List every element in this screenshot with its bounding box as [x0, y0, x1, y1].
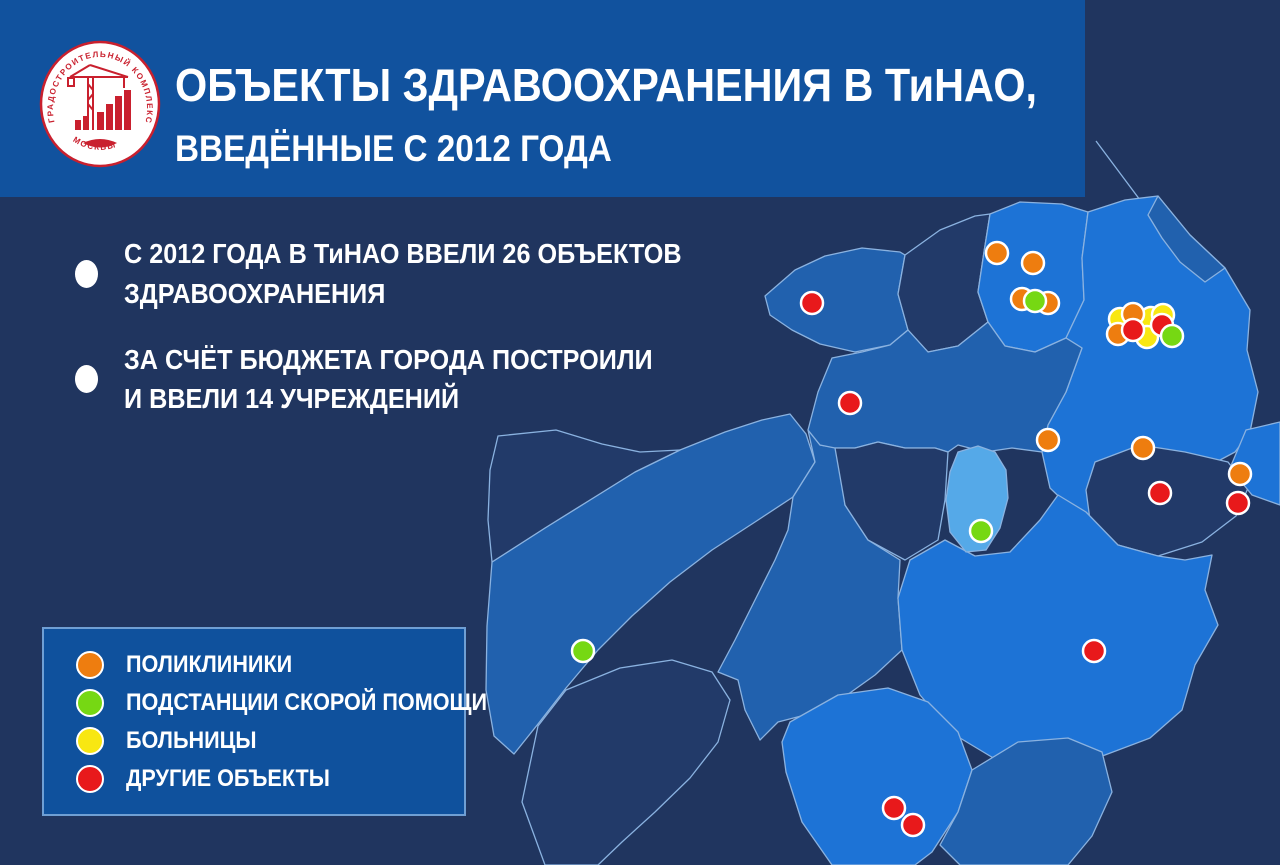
- other-dot-icon: [76, 764, 104, 793]
- map-points-layer: [570, 240, 1253, 838]
- map-point-other: [900, 812, 926, 838]
- region-bottom-medium: [939, 737, 1113, 865]
- hospital-dot-icon: [76, 726, 104, 755]
- map-point-polyclinic: [1020, 250, 1046, 276]
- bullet-icon: [75, 259, 98, 288]
- legend-label: БОЛЬНИЦЫ: [126, 726, 257, 754]
- map-point-ambulance: [570, 638, 596, 664]
- page-title: ОБЪЕКТЫ ЗДРАВООХРАНЕНИЯ В ТиНАО, ВВЕДЁНН…: [175, 58, 1133, 170]
- map-point-other: [799, 290, 825, 316]
- map-point-other: [1147, 480, 1173, 506]
- region-south-center-dark: [834, 441, 949, 561]
- region-northeast-corner: [1147, 195, 1226, 283]
- crane-icon: [67, 64, 131, 148]
- fact-text: ЗА СЧЁТ БЮДЖЕТА ГОРОДА ПОСТРОИЛИ И ВВЕЛИ…: [124, 343, 653, 415]
- region-troitsk-light: [945, 445, 1009, 553]
- map-point-ambulance: [1159, 323, 1185, 349]
- buildings-icon: [75, 90, 131, 148]
- map-point-other: [1120, 317, 1146, 343]
- region-southwest-dark: [521, 659, 731, 865]
- title-line-2: ВВЕДЁННЫЕ С 2012 ГОДА: [175, 128, 612, 169]
- region-northwest-dark: [487, 429, 681, 563]
- map-point-polyclinic: [1227, 461, 1253, 487]
- legend-item-hospitals: БОЛЬНИЦЫ: [76, 726, 464, 755]
- legend-label: ДРУГИЕ ОБЪЕКТЫ: [126, 764, 330, 792]
- map-point-other: [837, 390, 863, 416]
- logo-oval: [39, 40, 161, 168]
- ambulance-dot-icon: [76, 688, 104, 717]
- region-east-edge: [1229, 421, 1280, 506]
- stroykompleks-moskvy-logo: ГРАДОСТРОИТЕЛЬНЫЙ КОМПЛЕКС МОСКВЫ: [39, 40, 161, 168]
- fact-item: ЗА СЧЁТ БЮДЖЕТА ГОРОДА ПОСТРОИЛИ И ВВЕЛИ…: [75, 340, 743, 420]
- map-legend: ПОЛИКЛИНИКИ ПОДСТАНЦИИ СКОРОЙ ПОМОЩИ БОЛ…: [42, 627, 487, 816]
- map-point-polyclinic: [1035, 427, 1061, 453]
- map-point-other: [1081, 638, 1107, 664]
- legend-item-ambulance-stations: ПОДСТАНЦИИ СКОРОЙ ПОМОЩИ: [76, 688, 487, 717]
- polyclinic-dot-icon: [76, 650, 104, 679]
- map-point-polyclinic: [1130, 435, 1156, 461]
- fact-item: С 2012 ГОДА В ТиНАО ВВЕЛИ 26 ОБЪЕКТОВ ЗД…: [75, 234, 743, 314]
- region-bottom-bright: [781, 687, 973, 865]
- legend-item-polyclinics: ПОЛИКЛИНИКИ: [76, 650, 464, 679]
- legend-label: ПОЛИКЛИНИКИ: [126, 650, 293, 678]
- map-point-other: [1225, 490, 1251, 516]
- bullet-icon: [75, 365, 98, 394]
- key-facts: С 2012 ГОДА В ТиНАО ВВЕЛИ 26 ОБЪЕКТОВ ЗД…: [75, 234, 743, 445]
- legend-label: ПОДСТАНЦИИ СКОРОЙ ПОМОЩИ: [126, 688, 488, 716]
- map-point-ambulance: [1022, 288, 1048, 314]
- title-line-1: ОБЪЕКТЫ ЗДРАВООХРАНЕНИЯ В ТиНАО,: [175, 59, 1038, 111]
- map-point-other: [881, 795, 907, 821]
- fact-text: С 2012 ГОДА В ТиНАО ВВЕЛИ 26 ОБЪЕКТОВ ЗД…: [124, 238, 682, 309]
- header-band: ГРАДОСТРОИТЕЛЬНЫЙ КОМПЛЕКС МОСКВЫ: [0, 0, 1085, 197]
- map-point-polyclinic: [984, 240, 1010, 266]
- map-point-ambulance: [968, 518, 994, 544]
- legend-item-other-objects: ДРУГИЕ ОБЪЕКТЫ: [76, 764, 464, 793]
